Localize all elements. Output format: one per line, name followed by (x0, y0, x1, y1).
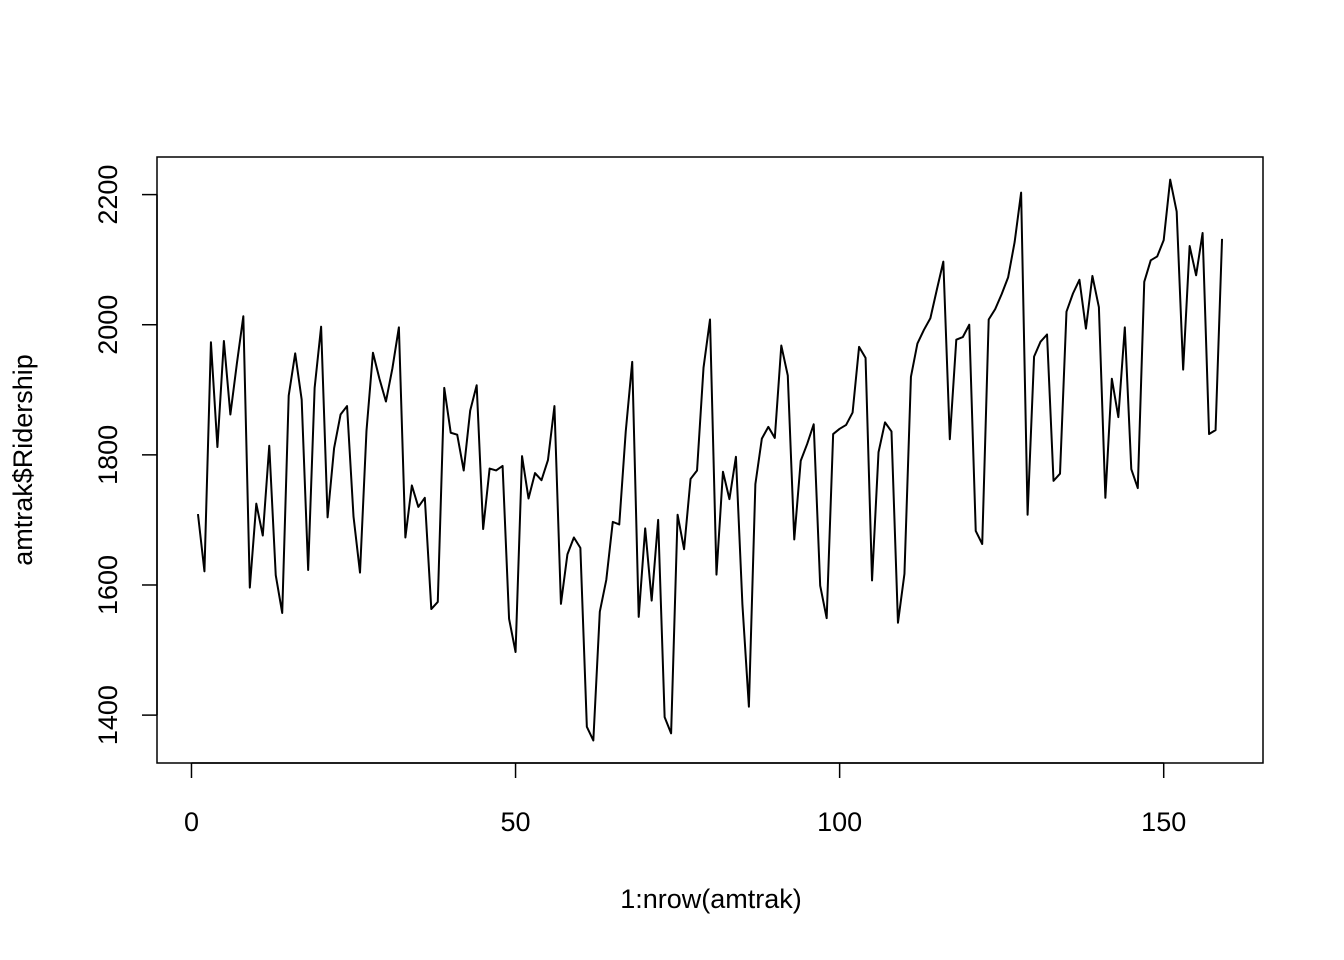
x-tick-label: 0 (184, 807, 199, 837)
x-axis-label: 1:nrow(amtrak) (620, 884, 802, 914)
y-axis-label: amtrak$Ridership (8, 354, 38, 566)
x-tick-label: 100 (817, 807, 862, 837)
y-tick-label: 1400 (93, 685, 123, 745)
y-tick-label: 1600 (93, 555, 123, 615)
y-tick-label: 1800 (93, 425, 123, 485)
y-tick-label: 2200 (93, 165, 123, 225)
plot-box (156, 156, 1264, 764)
y-tick-label: 2000 (93, 295, 123, 355)
x-tick-label: 50 (501, 807, 531, 837)
data-line (196, 178, 1224, 742)
x-tick-label: 150 (1141, 807, 1186, 837)
